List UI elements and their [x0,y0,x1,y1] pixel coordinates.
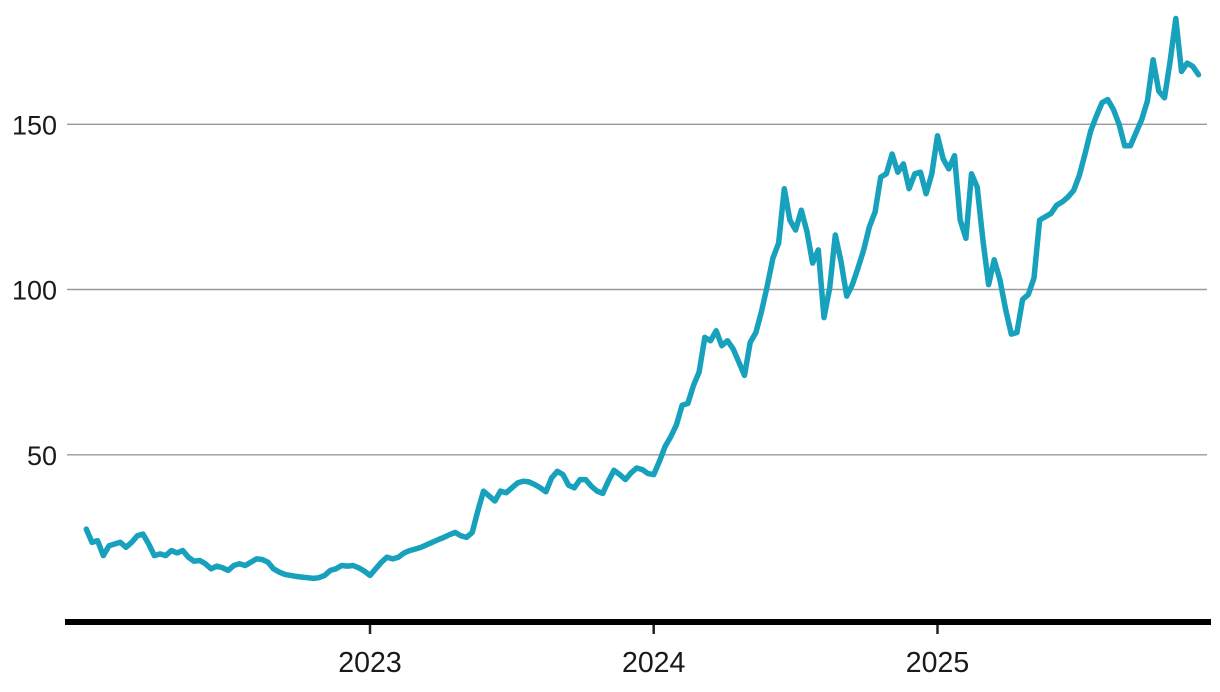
y-axis-tick-label-50: 50 [27,441,57,471]
x-axis-tick-label-2024: 2024 [622,647,686,679]
x-axis-tick-label-2025: 2025 [906,647,969,679]
price-line-series [83,15,1202,582]
x-axis-tick-label-2023: 2023 [338,647,401,679]
y-axis-tick-label-150: 150 [12,110,57,140]
y-axis-tick-label-100: 100 [12,276,57,306]
